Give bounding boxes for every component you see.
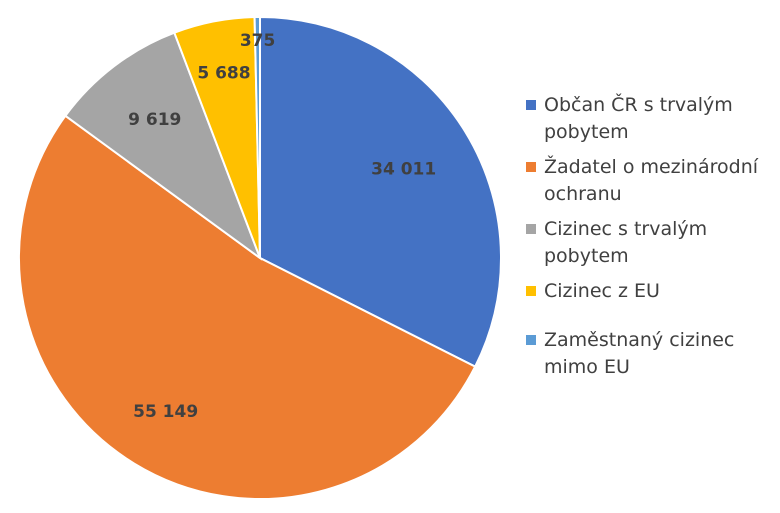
data-label: 9 619 [128, 110, 181, 130]
pie-slice [18, 114, 477, 500]
data-label: 55 149 [133, 402, 198, 422]
legend-label: Žadatel o mezinárodní ochranu [544, 156, 759, 205]
legend-item-zamestnany: Zaměstnaný cizinec mimo EU [526, 327, 780, 381]
data-label: 375 [240, 31, 276, 51]
legend-swatch [526, 100, 536, 110]
legend-item-obcan-cr: Občan ČR s trvalým pobytem [526, 92, 780, 146]
pie-slice [253, 15, 261, 259]
pie-chart: 34 011 55 149 9 619 5 688 375 [18, 15, 502, 500]
legend-item-zadatel: Žadatel o mezinárodní ochranu [526, 154, 780, 208]
data-label: 34 011 [371, 160, 436, 180]
legend-item-cizinec-eu: Cizinec z EU [526, 278, 780, 305]
legend-label: Cizinec s trvalým pobytem [544, 218, 708, 267]
legend-label: Občan ČR s trvalým pobytem [544, 94, 733, 143]
legend-swatch [526, 162, 536, 172]
pie-slice [64, 31, 263, 261]
legend-label: Cizinec z EU [544, 280, 660, 302]
legend-swatch [526, 335, 536, 345]
legend-label: Zaměstnaný cizinec mimo EU [544, 329, 735, 378]
pie-slice [259, 15, 502, 368]
legend-swatch [526, 224, 536, 234]
legend-swatch [526, 286, 536, 296]
data-label: 5 688 [197, 64, 250, 84]
legend: Občan ČR s trvalým pobytem Žadatel o mez… [526, 92, 780, 389]
legend-item-cizinec-trvaly: Cizinec s trvalým pobytem [526, 216, 780, 270]
